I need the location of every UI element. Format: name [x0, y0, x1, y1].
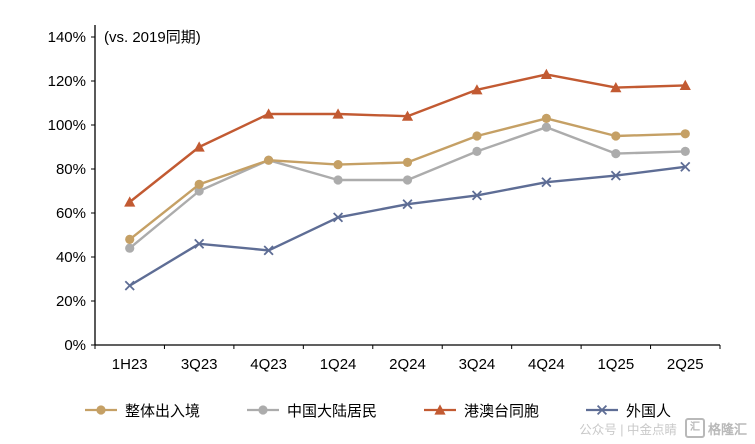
legend-label: 中国大陆居民 — [286, 402, 377, 420]
watermark-text: 公众号 | 中金点睛 — [579, 422, 677, 437]
svg-text:4Q24: 4Q24 — [528, 356, 565, 373]
svg-text:2Q25: 2Q25 — [667, 356, 704, 373]
gelonghui-logo-icon: 汇 — [684, 418, 705, 438]
legend-swatch-circle-icon — [84, 405, 117, 415]
svg-text:4Q23: 4Q23 — [250, 356, 287, 373]
line-chart: 0% 20% 40% 60% 80% 100% 120% 140% 1H23 3Q23 4Q23 1Q… — [48, 25, 721, 373]
legend-item-2: 港澳台同胞 — [423, 400, 539, 421]
gelonghui-logo: 汇 格隆汇 — [684, 418, 747, 438]
svg-text:60%: 60% — [56, 205, 86, 222]
gelonghui-logo-text: 格隆汇 — [707, 421, 747, 437]
svg-text:1Q25: 1Q25 — [597, 356, 634, 373]
svg-text:20%: 20% — [56, 293, 86, 310]
svg-text:100%: 100% — [48, 117, 86, 134]
svg-text:2Q24: 2Q24 — [389, 356, 426, 373]
legend-item-0: 整体出入境 — [84, 400, 200, 421]
legend-label: 整体出入境 — [124, 402, 200, 420]
svg-text:1Q24: 1Q24 — [320, 356, 357, 373]
legend-swatch-circle-icon — [246, 405, 279, 415]
watermark: 公众号 | 中金点睛 汇 格隆汇 — [579, 418, 747, 438]
svg-text:3Q24: 3Q24 — [459, 356, 496, 373]
legend-item-3: 外国人 — [585, 400, 671, 421]
legend-item-1: 中国大陆居民 — [246, 400, 377, 421]
legend-label: 外国人 — [626, 402, 672, 420]
svg-text:3Q23: 3Q23 — [181, 356, 218, 373]
svg-text:0%: 0% — [64, 337, 86, 354]
svg-text:120%: 120% — [48, 73, 86, 90]
svg-text:80%: 80% — [56, 161, 86, 178]
chart-legend: 整体出入境 中国大陆居民 港澳台同胞 外国人 — [0, 394, 755, 426]
legend-label: 港澳台同胞 — [464, 402, 540, 420]
legend-swatch-triangle-icon — [424, 404, 456, 415]
chart-annotation: (vs. 2019同期) — [104, 29, 201, 46]
svg-text:140%: 140% — [48, 29, 86, 46]
legend-swatch-x-icon — [586, 404, 619, 416]
svg-text:40%: 40% — [56, 249, 86, 266]
svg-text:1H23: 1H23 — [112, 356, 148, 373]
